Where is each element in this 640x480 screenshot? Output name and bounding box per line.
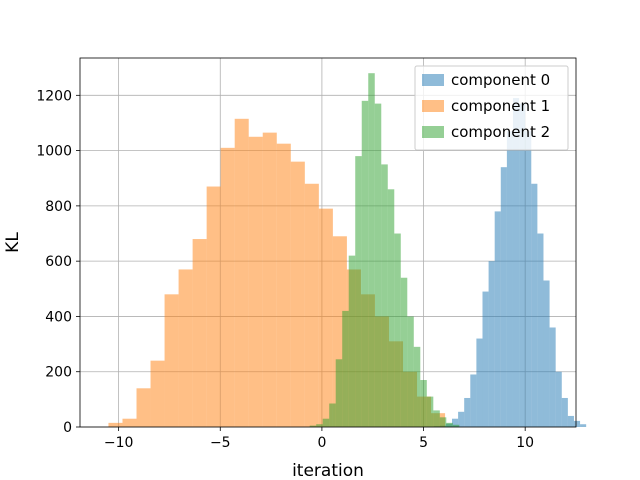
axes-frame: [79, 57, 577, 428]
x-axis-label: iteration: [292, 461, 364, 480]
histogram-bar: [355, 156, 362, 427]
histogram-bar: [580, 424, 587, 427]
histogram-bar: [150, 360, 165, 427]
histogram-bar: [413, 346, 421, 427]
histogram-bar: [470, 374, 477, 427]
histogram-bar: [248, 136, 263, 428]
y-tick-label: 0: [63, 420, 72, 436]
histogram-bar: [561, 397, 568, 427]
histogram-bar: [220, 147, 235, 427]
x-tick-label: 10: [516, 435, 534, 451]
x-tick-label: −10: [104, 435, 134, 451]
y-tick-label: 400: [45, 309, 72, 325]
histogram-bar: [488, 261, 495, 427]
histogram-bar: [452, 418, 459, 427]
histogram-bar: [426, 396, 434, 427]
histogram-bar: [506, 131, 513, 427]
histogram-bar: [368, 73, 375, 428]
legend-box: [414, 65, 569, 151]
histogram-bar: [316, 424, 323, 427]
histogram-bar: [322, 418, 330, 427]
histogram-bar: [361, 100, 369, 427]
legend-swatch: [422, 74, 444, 86]
y-tick-label: 600: [45, 254, 72, 270]
histogram-bar: [494, 211, 501, 427]
histogram-bar: [519, 103, 526, 427]
series-2-bars: [309, 73, 460, 428]
histogram-bar: [482, 291, 489, 427]
legend-entry-label: component 2: [451, 123, 550, 141]
histogram-bar: [262, 132, 277, 427]
histogram-bar: [108, 422, 123, 427]
histogram-bar: [458, 411, 465, 427]
x-tick-label: 0: [317, 435, 326, 451]
ticks: −10 −5 0 5 10 0 200 400 600 800 1000 1200: [36, 88, 534, 451]
histogram-bar: [555, 371, 562, 427]
histogram-bar: [290, 161, 305, 428]
histogram-bar: [136, 388, 151, 427]
histogram-bar: [122, 418, 137, 427]
histogram-bar: [407, 316, 414, 427]
histogram-bar: [476, 338, 483, 427]
histogram-bar: [537, 233, 544, 427]
histogram-bar: [164, 294, 179, 427]
y-axis-label: KL: [3, 232, 23, 253]
histogram-bar: [439, 417, 447, 427]
histogram-bar: [464, 397, 471, 427]
histogram-bar: [420, 380, 427, 427]
series-0-bars: [433, 98, 587, 428]
histogram-bar: [525, 131, 532, 427]
histogram-bar: [234, 118, 249, 427]
x-tick-label: −5: [210, 435, 231, 451]
histogram-bar: [549, 327, 556, 427]
histogram-bar: [433, 410, 440, 427]
histogram-bar: [452, 424, 460, 427]
histogram-bar: [567, 415, 574, 427]
histogram-bar: [192, 239, 207, 427]
legend-swatch: [422, 100, 444, 112]
histogram-bar: [304, 183, 319, 427]
histogram-bar: [178, 269, 193, 427]
histogram-bar: [500, 167, 507, 427]
histogram-bar: [512, 98, 520, 428]
histogram-bar: [335, 359, 343, 427]
histogram-bar: [381, 164, 388, 428]
legend-swatch: [422, 126, 444, 138]
y-tick-label: 800: [45, 199, 72, 215]
histogram-bar: [394, 233, 401, 427]
y-tick-label: 200: [45, 365, 72, 381]
y-tick-label: 1200: [36, 88, 72, 104]
bars: [108, 73, 587, 428]
histogram-bar: [573, 420, 581, 427]
histogram-bar: [342, 310, 349, 427]
histogram-bar: [206, 186, 221, 427]
y-tick-label: 1000: [36, 144, 72, 160]
x-tick-label: 5: [419, 435, 428, 451]
histogram-bar: [309, 425, 317, 427]
histogram-bar: [387, 189, 395, 427]
legend-entry-label: component 0: [451, 71, 550, 89]
histogram-bar: [446, 422, 453, 427]
legend-entry-label: component 1: [451, 97, 550, 115]
legend: component 0 component 1 component 2: [414, 65, 569, 151]
histogram-bar: [348, 255, 356, 427]
histogram-bar: [276, 143, 291, 427]
histogram-bar: [400, 277, 408, 427]
histogram-bar: [543, 280, 550, 427]
histogram-bar: [531, 183, 538, 427]
histogram-bar: [374, 103, 382, 427]
histogram-bar: [329, 403, 336, 427]
histogram-bar: [318, 208, 333, 427]
